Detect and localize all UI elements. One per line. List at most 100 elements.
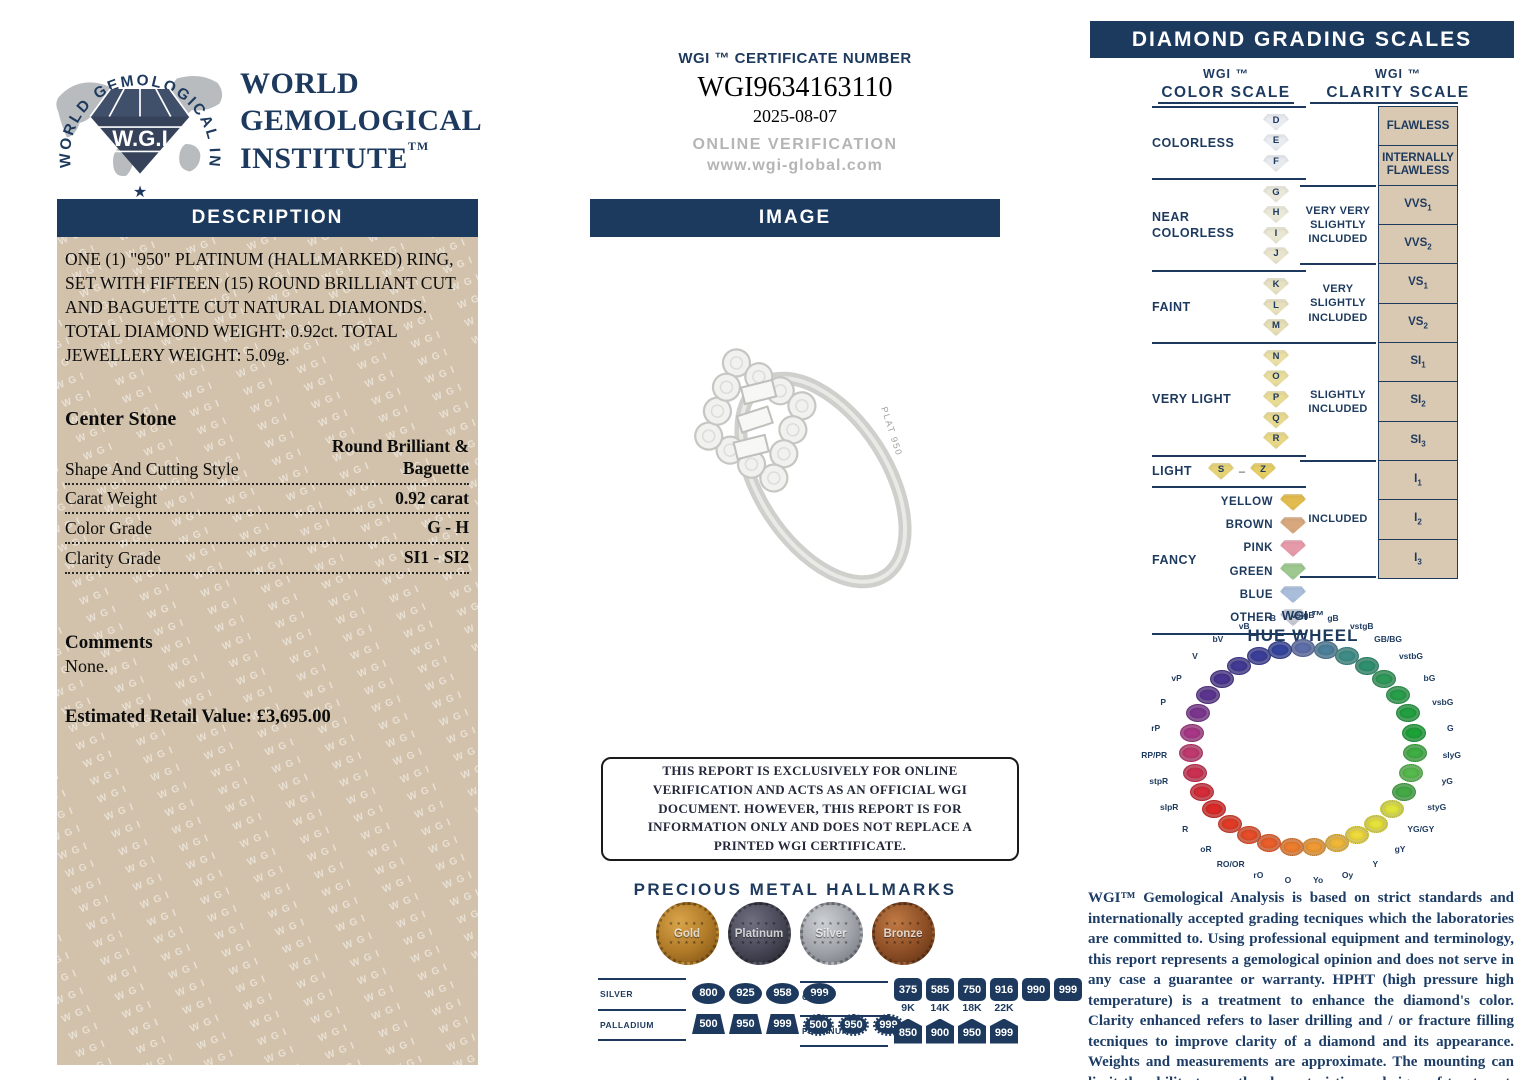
stars-icon: ★ ★ ★ ★ ★ <box>884 921 922 927</box>
hue-stone-styG <box>1391 783 1416 802</box>
hallmark-mark: 750 18K <box>958 978 986 1014</box>
clarity-grade-text: VVS1 <box>1404 197 1432 212</box>
hallmark-badge: 375 <box>894 978 922 1001</box>
hue-label-O: O <box>1284 875 1292 886</box>
estimated-retail-value: Estimated Retail Value: £3,695.00 <box>65 707 469 728</box>
color-group: FAINT K L M <box>1152 270 1306 342</box>
clarity-grade-text: FLAWLESS <box>1386 119 1450 132</box>
hue-wheel-title: HUE WHEEL <box>1247 625 1359 645</box>
hallmark-mark: 800 <box>692 982 725 1004</box>
hallmark-badge: 850 <box>894 1018 922 1044</box>
hue-stone-gB <box>1313 641 1338 660</box>
fancy-color-name: BLUE <box>1239 588 1273 601</box>
diamond-icon: L <box>1263 298 1289 316</box>
diamond-letter: M <box>1272 320 1280 332</box>
clarity-scale-underline <box>1310 102 1458 104</box>
diamond-icon: P <box>1263 390 1289 408</box>
comments-heading: Comments <box>65 632 153 654</box>
diamond-icon: H <box>1263 206 1289 224</box>
hue-label-RP-PR: RP/PR <box>1141 749 1168 760</box>
color-group: FANCY YELLOW BROWN PINK GREEN BLUE OTHER <box>1152 485 1306 635</box>
stars-icon: ★ ★ ★ ★ ★ <box>812 940 850 946</box>
hallmark-medal-platinum: ★ ★ ★ ★ ★ Platinum ★ ★ ★ ★ ★ <box>727 902 791 965</box>
clarity-grade-cell: VS1 <box>1378 264 1458 304</box>
org-title-line1: WORLD <box>240 67 360 100</box>
description-panel: WGI WGI WGI WGI WGI WGI WGI WGI WGI WGI … <box>57 237 478 1065</box>
clarity-scale-title: CLARITY SCALE <box>1326 83 1470 101</box>
certificate-date: 2025-08-07 <box>753 106 837 126</box>
hue-stone-R <box>1202 800 1227 819</box>
color-group-label: COLORLESS <box>1152 135 1235 150</box>
fancy-color-row: OTHER <box>1204 607 1306 628</box>
center-stone-row: Shape And Cutting Style Round Brilliant &… <box>65 433 469 485</box>
diamond-icon: M <box>1263 319 1289 337</box>
stars-icon: ★ ★ ★ ★ ★ <box>884 940 922 946</box>
clarity-group-label: INCLUDED <box>1300 459 1376 578</box>
hue-label-gB: gB <box>1327 612 1339 623</box>
diamond-icon: G <box>1263 185 1289 203</box>
hue-stone-bG <box>1386 686 1411 705</box>
diamond-icon: Z <box>1250 462 1276 480</box>
hue-label-Oy: Oy <box>1341 869 1354 880</box>
hue-stone-Y <box>1345 826 1370 845</box>
color-group: VERY LIGHT N O P Q R <box>1152 341 1306 455</box>
hue-label-stpR: stpR <box>1149 776 1169 787</box>
hallmark-badge: 990 <box>1022 978 1050 1001</box>
logo-acronym: W.G.I <box>112 126 168 151</box>
diamond-letter: D <box>1272 114 1280 126</box>
hallmark-badge: 950 <box>729 1014 762 1034</box>
clarity-group-labels: VERY VERY SLIGHTLY INCLUDED VERY SLIGHTLY… <box>1300 106 1376 578</box>
center-stone-label: Carat Weight <box>65 488 158 509</box>
hallmark-group-right: GOLD 375 9K 585 14K 750 18K 916 22K 990 999 PLATINU… <box>800 978 1082 1048</box>
medal-label: Bronze <box>883 927 923 940</box>
diamond-icon: W.G.I <box>89 88 191 174</box>
hallmark-row-gold: GOLD 375 9K 585 14K 750 18K 916 22K 990 999 <box>800 978 1082 1014</box>
hue-label-slyG: slyG <box>1442 749 1462 760</box>
diamond-icon: Q <box>1263 411 1289 429</box>
clarity-grade-cell: VVS2 <box>1378 224 1458 265</box>
diamond-letter: O <box>1272 371 1280 383</box>
hue-stone-vslgB <box>1291 639 1315 657</box>
hue-label-vstgB: vstgB <box>1349 620 1374 631</box>
stars-icon: ★ ★ ★ ★ ★ <box>668 940 706 946</box>
hue-label-bV: bV <box>1212 633 1224 644</box>
center-stone-row: Clarity Grade SI1 - SI2 <box>65 544 469 575</box>
hue-label-oR: oR <box>1200 843 1212 854</box>
hue-label-B: B <box>1269 612 1277 623</box>
hallmark-badge: 750 <box>958 978 986 1001</box>
center-stone-heading: Center Stone <box>65 407 177 430</box>
clarity-scale-wgi: WGI ™ <box>1375 67 1421 81</box>
clarity-grade-cell: I1 <box>1378 460 1458 501</box>
diamond-letter: K <box>1272 278 1280 290</box>
clarity-group-label: VERY VERY SLIGHTLY INCLUDED <box>1300 184 1376 264</box>
hallmark-badge: 900 <box>926 1018 954 1044</box>
grading-footer-text: WGI™ Gemological Analysis is based on st… <box>1088 890 1514 1080</box>
hallmark-badge: 950 <box>838 1014 869 1036</box>
hallmark-mark: 375 9K <box>894 978 922 1014</box>
comments-value: None. <box>65 656 109 677</box>
hallmark-mark: 850 <box>894 1018 922 1044</box>
medal-label: Gold <box>673 927 701 940</box>
hallmark-mark: 950 <box>729 1014 762 1034</box>
certificate-number-label: WGI ™ CERTIFICATE NUMBER <box>678 50 912 67</box>
hallmark-badges: 375 9K 585 14K 750 18K 916 22K 990 999 <box>894 978 1082 1014</box>
hallmark-medal-gold: ★ ★ ★ ★ ★ Gold ★ ★ ★ ★ ★ <box>655 902 719 965</box>
hallmark-badge: 999 <box>1054 978 1082 1001</box>
hue-label-vP: vP <box>1171 672 1182 683</box>
hallmark-badges: 850 900 950 999 <box>894 1018 1018 1044</box>
hallmark-mark: 950 <box>838 1014 869 1036</box>
diamond-letter: N <box>1272 350 1280 362</box>
hue-stone-vP <box>1195 686 1220 705</box>
diamond-icon: I <box>1263 226 1289 244</box>
hue-label-vstbG: vstbG <box>1398 651 1424 662</box>
hallmark-medal-silver: ★ ★ ★ ★ ★ Silver ★ ★ ★ ★ ★ <box>799 902 863 965</box>
hallmark-medal-bronze: ★ ★ ★ ★ ★ Bronze ★ ★ ★ ★ ★ <box>871 902 935 965</box>
hallmark-mark: 999 <box>990 1018 1018 1044</box>
hue-stone-O <box>1279 838 1304 857</box>
clarity-grade-cell: I3 <box>1378 539 1458 579</box>
center-stone-value: Round Brilliant & Baguette <box>331 435 469 478</box>
hallmark-mark: 500 <box>692 1014 725 1034</box>
hue-stone-G <box>1401 723 1426 742</box>
